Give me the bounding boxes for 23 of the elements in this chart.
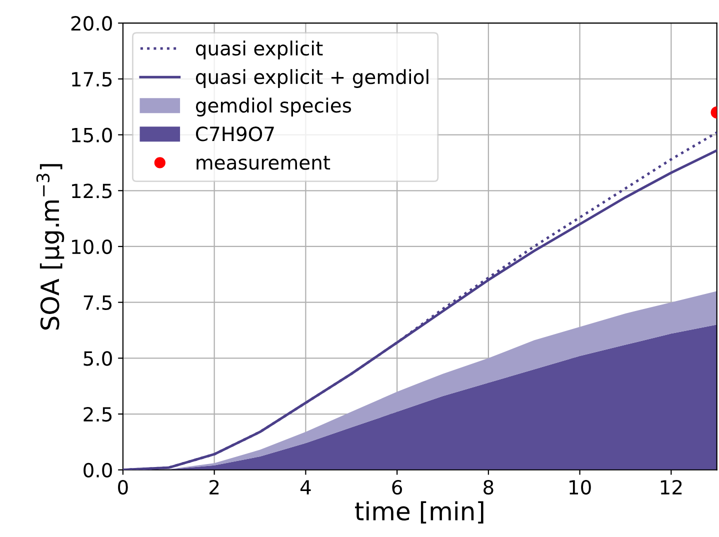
x-tick-label: 2 bbox=[210, 480, 219, 494]
legend-label: quasi explicit bbox=[196, 40, 323, 60]
y-axis-title: SOA [μg.m$^{−3}$] bbox=[36, 164, 64, 330]
x-tick-label: 0 bbox=[118, 480, 128, 495]
x-tick-label: 4 bbox=[300, 480, 311, 494]
y-tick-label: 17.5 bbox=[72, 72, 112, 87]
y-tick-label: 5.0 bbox=[84, 351, 112, 366]
y-tick-label: 7.5 bbox=[84, 296, 112, 310]
legend-label: measurement bbox=[196, 156, 330, 170]
y-tick-label: 12.5 bbox=[72, 184, 112, 198]
x-tick-label: 12 bbox=[660, 480, 682, 494]
y-tick-label: 2.5 bbox=[84, 406, 112, 422]
y-tick-label: 10.0 bbox=[72, 239, 112, 254]
legend-label: gemdiol species bbox=[196, 98, 352, 116]
x-tick-label: 10 bbox=[570, 480, 591, 495]
y-tick-label: 20.0 bbox=[71, 16, 112, 31]
x-axis-title: time [min] bbox=[355, 501, 484, 524]
legend-label: quasi explicit + gemdiol bbox=[196, 69, 428, 88]
legend-label: C7H9O7 bbox=[196, 126, 274, 142]
y-tick-label: 15.0 bbox=[72, 128, 112, 142]
y-tick-label: 0.0 bbox=[84, 462, 112, 478]
x-tick-label: 6 bbox=[392, 480, 402, 495]
x-tick-label: 8 bbox=[484, 480, 494, 495]
